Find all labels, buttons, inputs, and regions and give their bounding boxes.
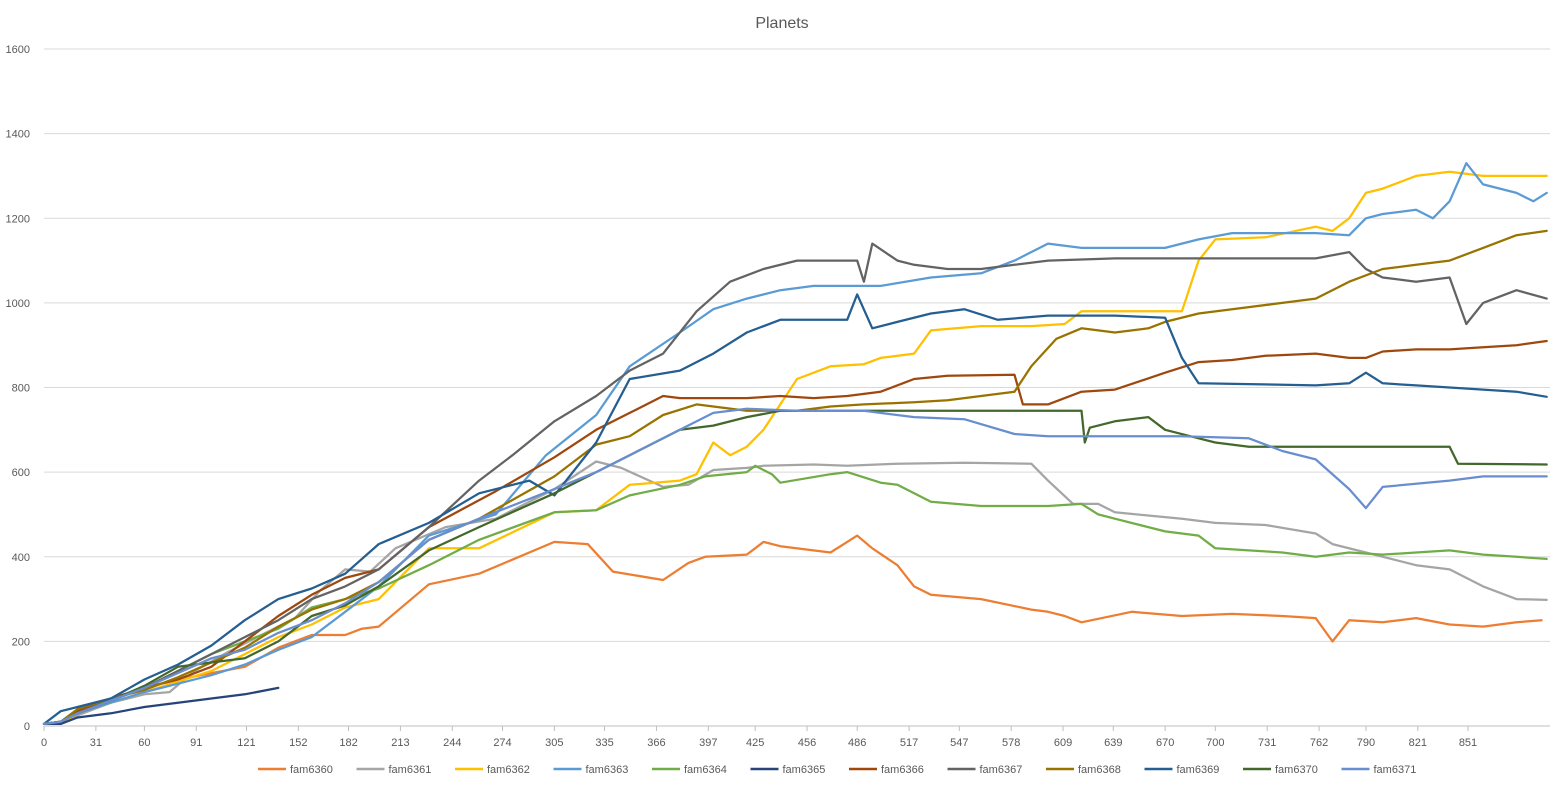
legend-label-fam6362: fam6362 [487, 764, 530, 776]
y-tick-label: 200 [12, 636, 30, 648]
legend-label-fam6368: fam6368 [1078, 764, 1121, 776]
x-tick-label: 851 [1459, 737, 1477, 749]
y-tick-label: 400 [12, 552, 30, 564]
legend-label-fam6363: fam6363 [586, 764, 629, 776]
x-tick-label: 700 [1206, 737, 1224, 749]
y-axis: 0 200 400 600 800 1000 1200 1400 1600 [6, 44, 30, 733]
series-line-fam6368 [42, 229, 1548, 726]
x-tick-label: 152 [289, 737, 307, 749]
x-axis: 0 31 60 91 121 152 182 213 244 274 305 335 366 397 425… [41, 726, 1477, 749]
y-tick-label: 600 [12, 467, 30, 479]
y-tick-label: 1200 [6, 213, 30, 225]
legend: fam6360 fam6361 fam6362 fam6363 fam6364 fam63… [258, 764, 1416, 776]
y-tick-label: 1400 [6, 129, 30, 141]
legend-label-fam6360: fam6360 [290, 764, 333, 776]
legend-label-fam6371: fam6371 [1374, 764, 1417, 776]
series-line-fam6369 [42, 293, 1548, 726]
x-tick-label: 425 [746, 737, 764, 749]
x-tick-label: 182 [339, 737, 357, 749]
y-tick-label: 800 [12, 383, 30, 395]
x-tick-label: 517 [900, 737, 918, 749]
x-tick-label: 0 [41, 737, 47, 749]
series-lines [42, 162, 1548, 726]
series-line-fam6367 [42, 242, 1548, 726]
series-line-fam6365 [42, 686, 280, 726]
y-tick-label: 1600 [6, 44, 30, 56]
series-line-fam6363 [42, 162, 1548, 726]
chart-title: Planets [755, 15, 808, 32]
legend-label-fam6364: fam6364 [684, 764, 727, 776]
x-tick-label: 213 [391, 737, 409, 749]
x-tick-label: 486 [848, 737, 866, 749]
x-tick-label: 305 [545, 737, 563, 749]
x-tick-label: 91 [190, 737, 202, 749]
series-line-fam6371 [42, 407, 1548, 726]
x-tick-label: 31 [90, 737, 102, 749]
legend-label-fam6366: fam6366 [881, 764, 924, 776]
x-tick-label: 547 [950, 737, 968, 749]
x-tick-label: 244 [443, 737, 461, 749]
x-tick-label: 609 [1054, 737, 1072, 749]
legend-label-fam6369: fam6369 [1177, 764, 1220, 776]
x-tick-label: 456 [798, 737, 816, 749]
x-tick-label: 397 [699, 737, 717, 749]
y-tick-label: 1000 [6, 298, 30, 310]
x-tick-label: 335 [595, 737, 613, 749]
series-line-fam6362 [42, 170, 1548, 726]
legend-label-fam6370: fam6370 [1275, 764, 1318, 776]
x-tick-label: 790 [1357, 737, 1375, 749]
x-tick-label: 121 [237, 737, 255, 749]
x-tick-label: 762 [1310, 737, 1328, 749]
x-tick-label: 60 [138, 737, 150, 749]
y-tick-label: 0 [24, 721, 30, 733]
legend-label-fam6361: fam6361 [389, 764, 432, 776]
x-tick-label: 821 [1409, 737, 1427, 749]
x-tick-label: 731 [1258, 737, 1276, 749]
x-tick-label: 670 [1156, 737, 1174, 749]
legend-label-fam6367: fam6367 [980, 764, 1023, 776]
x-tick-label: 274 [493, 737, 511, 749]
gridlines [44, 48, 1550, 727]
x-tick-label: 578 [1002, 737, 1020, 749]
series-line-fam6364 [42, 464, 1548, 726]
x-tick-label: 366 [647, 737, 665, 749]
series-line-fam6360 [42, 534, 1543, 726]
series-line-fam6370 [42, 409, 1548, 726]
x-tick-label: 639 [1104, 737, 1122, 749]
series-line-fam6366 [42, 339, 1548, 726]
legend-label-fam6365: fam6365 [783, 764, 826, 776]
